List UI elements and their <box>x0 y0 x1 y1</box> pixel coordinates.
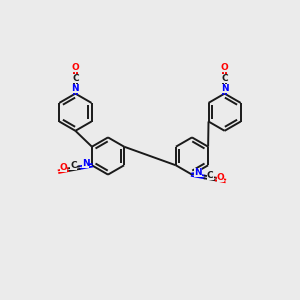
Text: C: C <box>72 74 79 83</box>
Text: O: O <box>221 63 229 72</box>
Text: C: C <box>221 74 228 83</box>
Text: N: N <box>82 159 89 168</box>
Text: O: O <box>71 63 79 72</box>
Text: O: O <box>217 172 224 182</box>
Text: N: N <box>72 84 79 93</box>
Text: C: C <box>207 170 214 179</box>
Text: N: N <box>221 84 228 93</box>
Text: N: N <box>194 168 202 177</box>
Text: O: O <box>59 163 67 172</box>
Text: C: C <box>70 161 77 170</box>
